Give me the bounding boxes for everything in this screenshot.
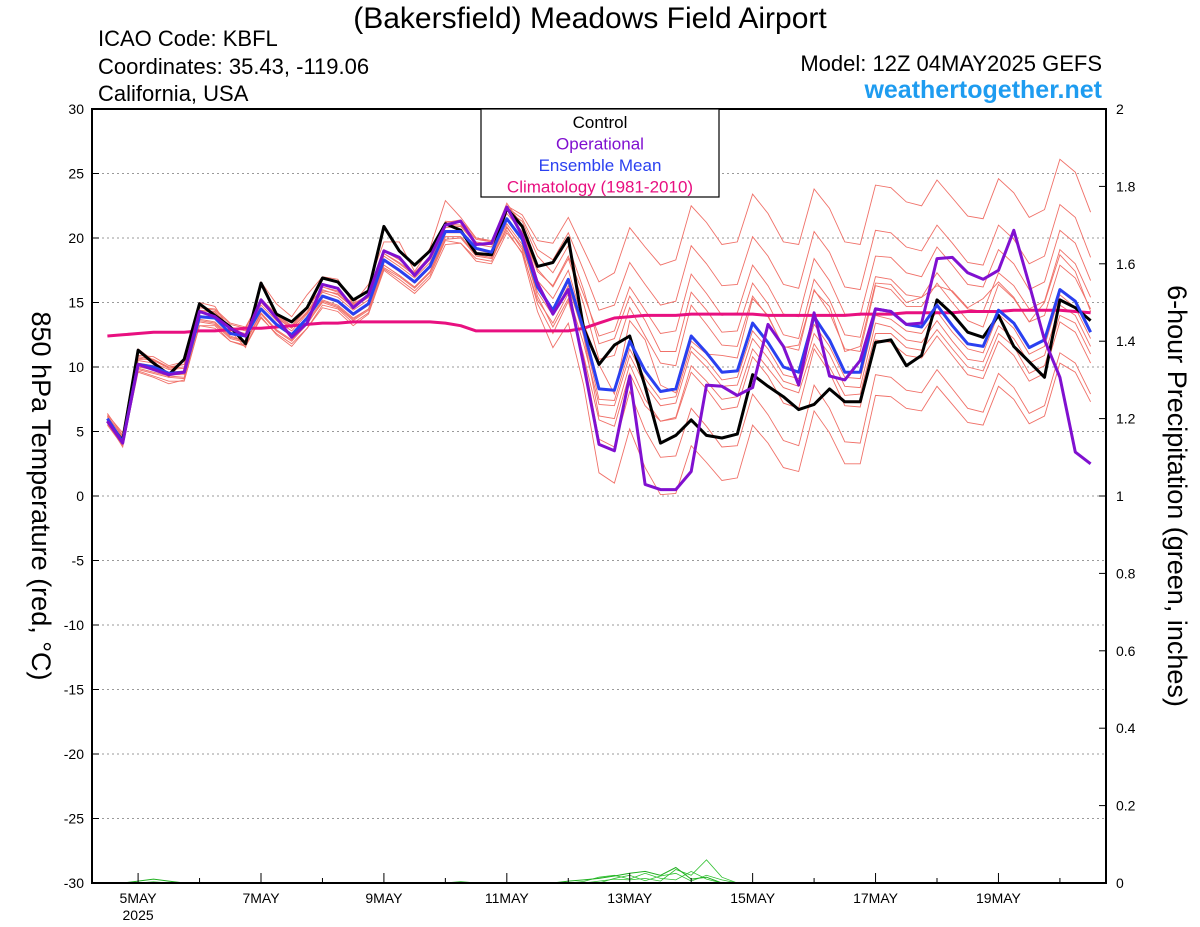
- ensemble-member-line: [107, 229, 1091, 496]
- y2-tick-label: 0.8: [1116, 565, 1136, 581]
- precip-member-line: [107, 859, 1091, 884]
- left-axis-ticks: 30 25 20 15 10 5 0 -5 -10 -15 -20 -25 -30: [64, 101, 99, 891]
- x-tick-label: 9MAY: [365, 890, 403, 906]
- y-axis-label: 850 hPa Temperature (red, °C): [26, 312, 56, 681]
- x-tick-label: 11MAY: [485, 890, 529, 906]
- y2-tick-label: 1.6: [1116, 256, 1136, 272]
- legend-box: [480, 108, 720, 198]
- operational-line: [106, 205, 1092, 492]
- ensemble-mean-line: [106, 217, 1092, 444]
- y2-tick-label: 2: [1116, 101, 1124, 117]
- precip-line: [107, 866, 1091, 884]
- chart-grid: [92, 173, 1106, 819]
- precip-lines: [107, 859, 1091, 884]
- y-tick-label: 15: [68, 295, 84, 311]
- y2-tick-label: 0.6: [1116, 643, 1136, 659]
- ensemble-member-line: [107, 158, 1092, 438]
- control-line: [106, 206, 1092, 445]
- legend-control: Control: [573, 113, 628, 132]
- coordinates-label: Coordinates: 35.43, -119.06: [98, 54, 370, 79]
- y2-tick-label: 1: [1116, 488, 1124, 504]
- y2-tick-label: 1.8: [1116, 178, 1136, 194]
- x-tick-label: 15MAY: [730, 890, 776, 906]
- legend-operational: Operational: [556, 135, 644, 154]
- y-tick-label: 25: [68, 166, 84, 182]
- chart-legend: Control Operational Ensemble Mean Climatolo…: [480, 108, 720, 198]
- x-tick-sublabel: 2025: [123, 907, 154, 923]
- y-tick-label: -5: [72, 553, 85, 569]
- main-series-lines: [106, 205, 1092, 492]
- chart-title: (Bakersfield) Meadows Field Airport: [353, 2, 827, 35]
- y-tick-label: 20: [68, 230, 84, 246]
- y-tick-label: 30: [68, 101, 84, 117]
- climatology-line: [107, 308, 1091, 338]
- y-tick-label: 5: [76, 424, 84, 440]
- y-tick-label: 0: [76, 488, 84, 504]
- model-run-label: Model: 12Z 04MAY2025 GEFS: [800, 51, 1102, 76]
- legend-ensemble-mean: Ensemble Mean: [539, 156, 662, 175]
- ensemble-member-line: [107, 212, 1092, 441]
- y-tick-label: 10: [68, 359, 84, 375]
- y-tick-label: -15: [64, 682, 84, 698]
- y-tick-label: -10: [64, 617, 84, 633]
- y2-axis-label: 6-hour Precipitation (green, inches): [1162, 285, 1192, 707]
- right-axis-ticks: 2 1.8 1.6 1.4 1.2 1 0.8 0.6 0.4 0.2 0: [1099, 101, 1136, 891]
- site-brand-link[interactable]: weathertogether.net: [864, 76, 1102, 104]
- icao-code-label: ICAO Code: KBFL: [98, 26, 278, 51]
- y2-tick-label: 0.2: [1116, 798, 1136, 814]
- y2-tick-label: 1.4: [1116, 333, 1136, 349]
- x-tick-label: 19MAY: [976, 890, 1022, 906]
- y-tick-label: -30: [64, 875, 84, 891]
- y-tick-label: -20: [64, 746, 84, 762]
- x-tick-label: 7MAY: [242, 890, 280, 906]
- y2-tick-label: 0.4: [1116, 720, 1136, 736]
- x-tick-label: 5MAY: [120, 890, 158, 906]
- y2-tick-label: 0: [1116, 875, 1124, 891]
- legend-climatology: Climatology (1981-2010): [507, 178, 693, 197]
- y-tick-label: -25: [64, 811, 84, 827]
- x-tick-label: 17MAY: [853, 890, 899, 906]
- y2-tick-label: 1.2: [1116, 411, 1136, 427]
- x-tick-label: 13MAY: [607, 890, 653, 906]
- location-label: California, USA: [98, 81, 249, 106]
